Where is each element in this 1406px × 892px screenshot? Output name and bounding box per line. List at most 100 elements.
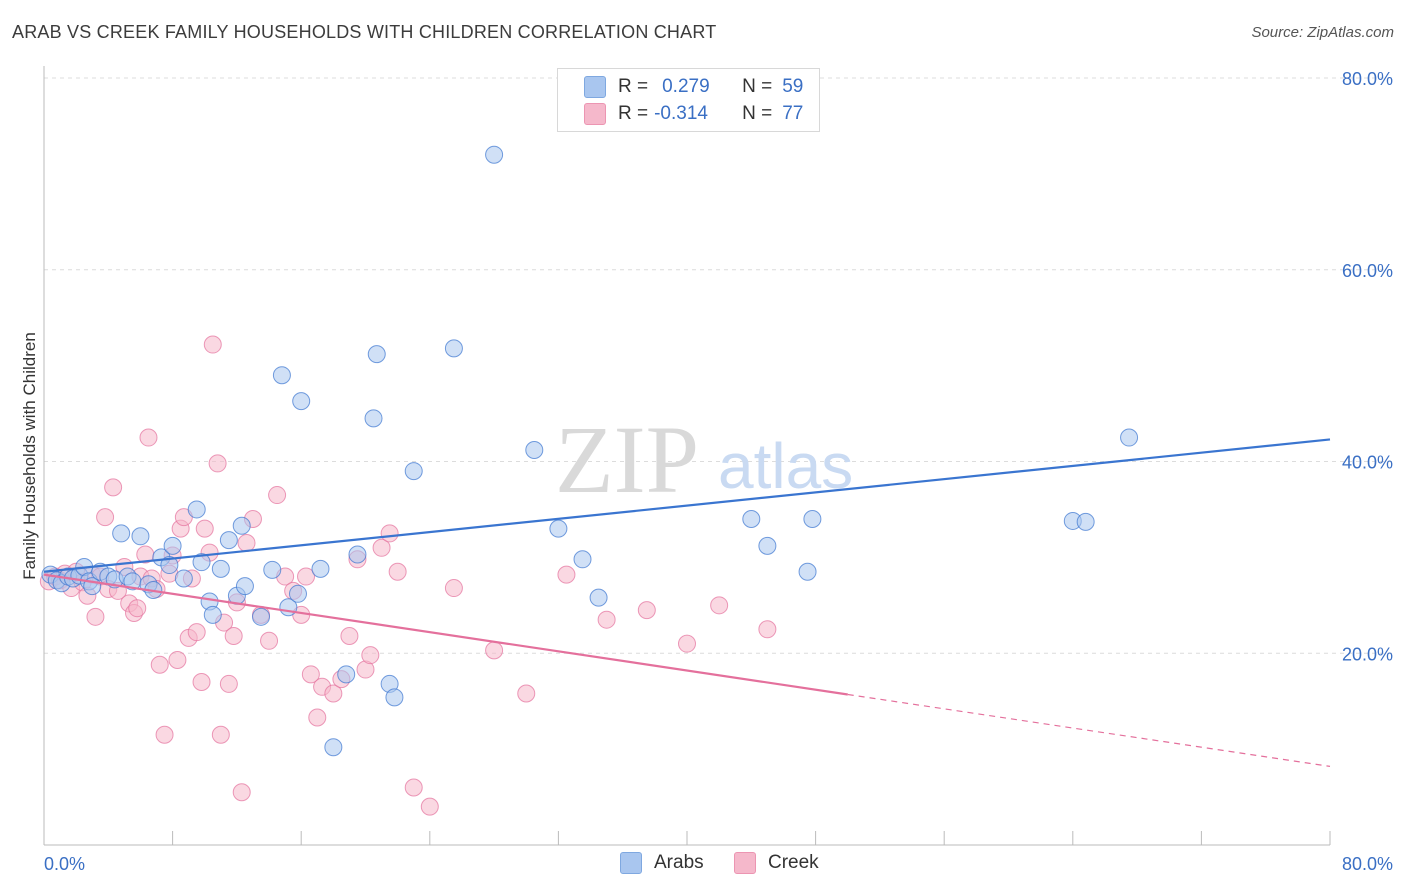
data-point-arabs bbox=[203, 605, 222, 624]
data-point-creek bbox=[260, 631, 279, 650]
trend-line-creek bbox=[43, 573, 848, 696]
tick-labels: 20.0% 40.0% 60.0% 80.0% 0.0% 80.0% bbox=[44, 69, 1393, 874]
data-point-creek bbox=[203, 335, 222, 354]
data-point-creek bbox=[444, 579, 463, 598]
data-point-arabs bbox=[112, 524, 131, 543]
data-point-creek bbox=[485, 641, 504, 660]
trend-line-extension-creek bbox=[847, 693, 1331, 767]
x-tick-label: 80.0% bbox=[1342, 854, 1393, 874]
stats-legend: R = 0.279 N = 59 R = -0.314 N = 77 bbox=[557, 68, 820, 132]
data-point-creek bbox=[224, 626, 243, 645]
trend-lines bbox=[43, 438, 1331, 767]
x-tick-label: 0.0% bbox=[44, 854, 85, 874]
data-point-creek bbox=[308, 708, 327, 727]
data-point-arabs bbox=[187, 500, 206, 519]
legend-row-arabs: R = 0.279 N = 59 bbox=[584, 75, 803, 99]
bottom-legend-arabs: Arabs bbox=[620, 852, 704, 874]
axes bbox=[43, 66, 1331, 846]
data-point-arabs bbox=[163, 536, 182, 555]
data-point-arabs bbox=[803, 510, 822, 529]
data-point-creek bbox=[104, 478, 123, 497]
data-point-creek bbox=[324, 684, 343, 703]
legend-r-label: R = bbox=[618, 103, 649, 124]
data-point-creek bbox=[208, 454, 227, 473]
data-point-creek bbox=[404, 778, 423, 797]
bottom-swatch-creek bbox=[734, 852, 756, 874]
y-axis-label: Family Households with Children bbox=[20, 332, 39, 580]
y-tick-label: 60.0% bbox=[1342, 261, 1393, 281]
data-point-creek bbox=[597, 610, 616, 629]
data-point-creek bbox=[150, 655, 169, 674]
data-point-creek bbox=[268, 486, 287, 505]
data-point-creek bbox=[517, 684, 536, 703]
y-tick-label: 40.0% bbox=[1342, 453, 1393, 473]
data-point-creek bbox=[361, 646, 380, 665]
data-point-creek bbox=[187, 623, 206, 642]
chart-source: Source: ZipAtlas.com bbox=[1251, 24, 1394, 41]
legend-swatch-creek bbox=[584, 103, 606, 125]
data-point-arabs bbox=[160, 556, 179, 575]
gridlines bbox=[44, 77, 1392, 654]
legend-n-label: N = bbox=[742, 76, 773, 97]
data-point-creek bbox=[128, 599, 147, 618]
data-point-arabs bbox=[798, 562, 817, 581]
data-point-arabs bbox=[367, 345, 386, 364]
legend-n-value-arabs: 59 bbox=[782, 76, 804, 97]
legend-n-label: N = bbox=[742, 103, 773, 124]
data-point-creek bbox=[637, 601, 656, 620]
data-point-arabs bbox=[549, 519, 568, 538]
data-point-arabs bbox=[348, 545, 367, 564]
chart-title: ARAB VS CREEK FAMILY HOUSEHOLDS WITH CHI… bbox=[12, 22, 717, 42]
data-point-creek bbox=[297, 567, 316, 586]
data-point-arabs bbox=[1076, 512, 1095, 531]
data-point-arabs bbox=[485, 145, 504, 164]
data-point-arabs bbox=[337, 665, 356, 684]
data-point-arabs bbox=[235, 577, 254, 596]
data-point-arabs bbox=[232, 516, 251, 535]
bottom-legend-creek: Creek bbox=[734, 852, 819, 874]
legend-r-value-creek: -0.314 bbox=[654, 103, 708, 124]
data-point-creek bbox=[678, 634, 696, 653]
data-point-creek bbox=[237, 533, 256, 552]
data-point-arabs bbox=[385, 688, 404, 707]
data-point-creek bbox=[232, 783, 251, 802]
data-point-arabs bbox=[311, 559, 330, 578]
data-point-arabs bbox=[589, 588, 608, 607]
data-point-arabs bbox=[324, 738, 343, 757]
legend-swatch-arabs bbox=[584, 76, 606, 98]
legend-row-creek: R = -0.314 N = 77 bbox=[584, 102, 803, 126]
data-point-arabs bbox=[404, 462, 423, 481]
data-point-arabs bbox=[1120, 428, 1139, 447]
data-point-creek bbox=[301, 665, 320, 684]
data-point-arabs bbox=[364, 409, 383, 428]
data-point-creek bbox=[710, 596, 729, 615]
bottom-legend-label-creek: Creek bbox=[768, 852, 819, 873]
legend-r-value-arabs: 0.279 bbox=[662, 76, 710, 97]
bottom-swatch-arabs bbox=[620, 852, 642, 874]
data-point-arabs bbox=[174, 569, 193, 588]
bottom-legend-label-arabs: Arabs bbox=[654, 852, 704, 873]
data-point-creek bbox=[155, 725, 174, 744]
data-point-creek bbox=[96, 508, 115, 527]
data-point-arabs bbox=[131, 527, 150, 546]
data-point-arabs bbox=[272, 366, 291, 385]
data-point-arabs bbox=[192, 553, 211, 572]
data-point-creek bbox=[340, 626, 359, 645]
watermark-zip: ZIP bbox=[555, 406, 699, 513]
data-point-creek bbox=[211, 725, 230, 744]
data-point-creek bbox=[388, 562, 407, 581]
data-point-creek bbox=[86, 607, 105, 626]
data-point-creek bbox=[195, 519, 214, 538]
data-point-arabs bbox=[444, 339, 463, 358]
data-point-arabs bbox=[525, 440, 544, 459]
data-point-creek bbox=[139, 428, 158, 447]
data-point-creek bbox=[372, 538, 391, 557]
data-point-arabs bbox=[263, 560, 282, 579]
data-point-arabs bbox=[219, 531, 238, 550]
series-arabs bbox=[41, 145, 1139, 757]
y-tick-label: 20.0% bbox=[1342, 644, 1393, 664]
trend-line-arabs bbox=[43, 438, 1331, 573]
legend-r-label: R = bbox=[618, 76, 649, 97]
data-point-arabs bbox=[292, 392, 311, 411]
